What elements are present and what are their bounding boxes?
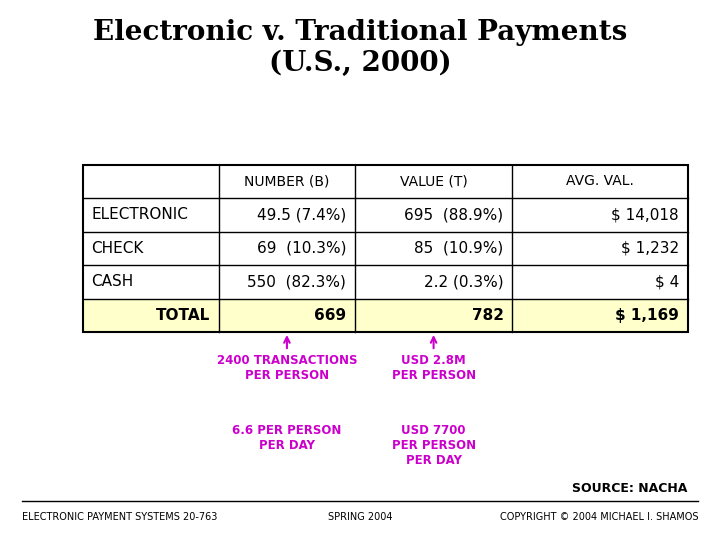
Text: $ 1,232: $ 1,232	[621, 241, 679, 256]
Text: CHECK: CHECK	[91, 241, 144, 256]
Text: SOURCE: NACHA: SOURCE: NACHA	[572, 482, 688, 495]
Bar	[83, 165, 688, 332]
Text: VALUE (T): VALUE (T)	[400, 174, 467, 188]
Text: CASH: CASH	[91, 274, 134, 289]
Text: Electronic v. Traditional Payments
(U.S., 2000): Electronic v. Traditional Payments (U.S.…	[93, 19, 627, 77]
Text: USD 7700
PER PERSON
PER DAY: USD 7700 PER PERSON PER DAY	[392, 424, 476, 467]
Text: AVG. VAL.: AVG. VAL.	[566, 174, 634, 188]
Text: 85  (10.9%): 85 (10.9%)	[414, 241, 503, 256]
Text: NUMBER (B): NUMBER (B)	[244, 174, 330, 188]
Text: USD 2.8M
PER PERSON: USD 2.8M PER PERSON	[392, 354, 476, 382]
Text: 550  (82.3%): 550 (82.3%)	[248, 274, 346, 289]
Text: 6.6 PER PERSON
PER DAY: 6.6 PER PERSON PER DAY	[233, 424, 341, 452]
Text: 782: 782	[472, 308, 503, 323]
Text: 695  (88.9%): 695 (88.9%)	[405, 207, 503, 222]
Text: ELECTRONIC: ELECTRONIC	[91, 207, 189, 222]
Text: 2400 TRANSACTIONS
PER PERSON: 2400 TRANSACTIONS PER PERSON	[217, 354, 357, 382]
Text: 669: 669	[314, 308, 346, 323]
Text: TOTAL: TOTAL	[156, 308, 210, 323]
Text: 69  (10.3%): 69 (10.3%)	[257, 241, 346, 256]
Bar	[83, 299, 688, 332]
Text: 49.5 (7.4%): 49.5 (7.4%)	[257, 207, 346, 222]
Text: SPRING 2004: SPRING 2004	[328, 512, 392, 522]
Text: ELECTRONIC PAYMENT SYSTEMS 20-763: ELECTRONIC PAYMENT SYSTEMS 20-763	[22, 512, 217, 522]
Text: $ 4: $ 4	[654, 274, 679, 289]
Text: 2.2 (0.3%): 2.2 (0.3%)	[424, 274, 503, 289]
Text: $ 14,018: $ 14,018	[611, 207, 679, 222]
Text: $ 1,169: $ 1,169	[615, 308, 679, 323]
Text: COPYRIGHT © 2004 MICHAEL I. SHAMOS: COPYRIGHT © 2004 MICHAEL I. SHAMOS	[500, 512, 698, 522]
